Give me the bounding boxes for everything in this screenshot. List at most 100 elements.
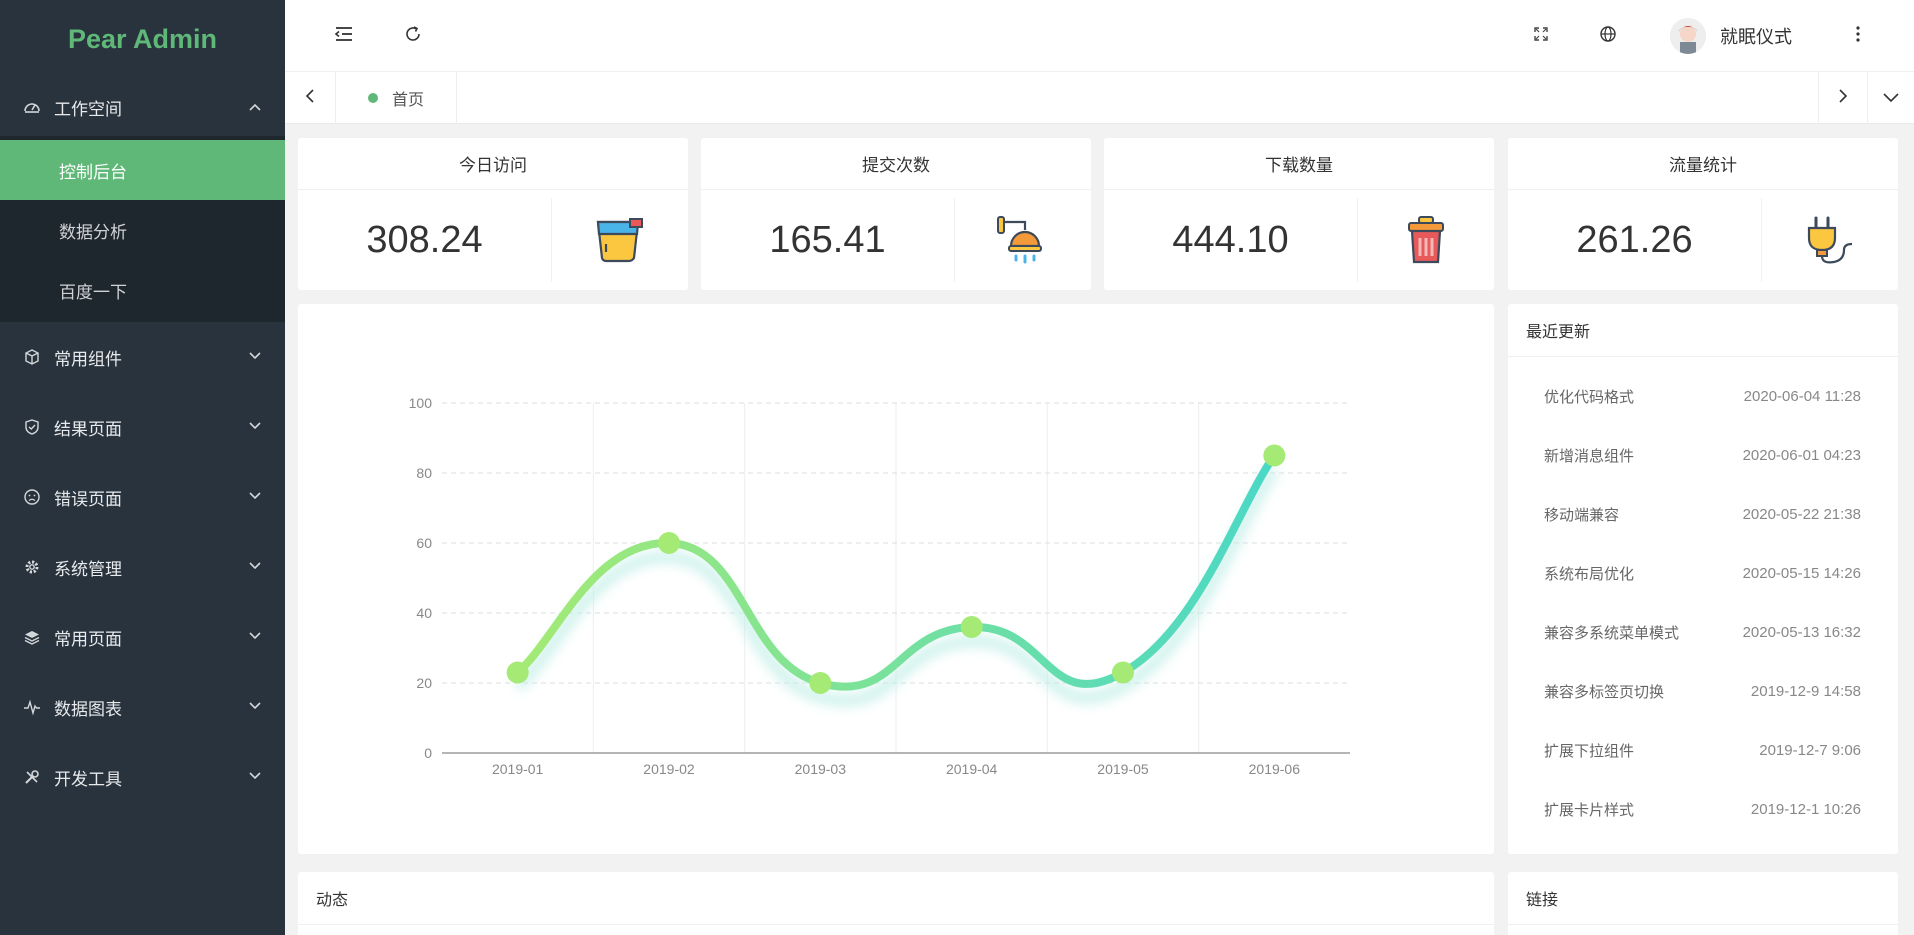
refresh-icon [404,25,422,47]
chevron-down-icon [247,627,263,648]
line-chart-card: 0 20 40 60 80 100 2019-01 2019-02 2019-03 2019-04… [298,304,1494,854]
user-menu[interactable]: 就眠仪式 [1670,14,1792,58]
tab-home[interactable]: 首页 [335,72,457,124]
chevron-down-icon [247,557,263,578]
top-header: 就眠仪式 [285,0,1914,72]
x-tick-label: 2019-04 [946,761,998,777]
app-logo[interactable]: Pear Admin [67,23,218,54]
data-point [809,672,832,694]
series-line-shadow [514,466,1279,706]
avatar [1670,18,1706,54]
update-row[interactable]: 扩展卡片样式 2019-12-1 10:26 [1508,780,1898,839]
menu-error-pages[interactable]: 错误页面 [0,462,285,532]
x-tick-label: 2019-05 [1097,761,1149,777]
stat-value: 444.10 [1104,198,1358,282]
fullscreen-button[interactable] [1525,20,1557,52]
recent-updates-title: 最近更新 [1508,304,1898,357]
refresh-button[interactable] [397,20,429,52]
update-text: 扩展卡片样式 [1544,801,1635,819]
menu-common-pages[interactable]: 常用页面 [0,602,285,672]
stat-value: 308.24 [298,198,552,282]
data-point [506,661,529,684]
update-text: 新增消息组件 [1544,447,1635,465]
y-tick-label: 80 [416,465,432,481]
stat-card-downloads: 下载数量 444.10 [1104,138,1494,290]
links-title: 链接 [1508,872,1898,925]
sidebar-item-analysis[interactable]: 数据分析 [59,222,127,243]
menu-system-management[interactable]: 系统管理 [0,532,285,602]
update-row[interactable]: 优化代码格式 2020-06-04 11:28 [1508,367,1898,426]
language-button[interactable] [1592,20,1624,52]
update-text: 系统布局优化 [1544,565,1635,583]
update-time: 2020-05-13 16:32 [1742,624,1861,641]
series-line [513,451,1279,691]
tab-options-button[interactable] [1868,72,1914,124]
stat-title: 下载数量 [1104,138,1494,190]
data-point [1112,661,1134,684]
update-row[interactable]: 兼容多系统菜单模式 2020-05-13 16:32 [1508,603,1898,662]
update-row[interactable]: 新增消息组件 2020-06-01 04:23 [1508,426,1898,485]
recent-updates-card: 最近更新 优化代码格式 2020-06-04 11:28 新增消息组件 2020-0… [1508,304,1898,854]
data-point [658,532,680,554]
update-row[interactable]: 兼容多标签页切换 2019-12-9 14:58 [1508,662,1898,721]
dynamic-card: 动态 [298,872,1494,935]
chevron-up-icon [247,99,263,115]
update-time: 2020-05-22 21:38 [1742,506,1861,523]
update-text: 移动端兼容 [1544,506,1620,524]
stat-title: 提交次数 [701,138,1091,190]
update-time: 2020-06-01 04:23 [1742,447,1861,464]
y-tick-label: 20 [416,675,432,691]
menu-workspace-label: 工作空间 [54,99,122,120]
sidebar: Pear Admin 工作空间 控制后台 数据分析 百度一下 常用组件 结果页面… [0,0,285,935]
update-text: 兼容多系统菜单模式 [1544,624,1680,642]
menu-result-pages[interactable]: 结果页面 [0,392,285,462]
stat-card-submissions: 提交次数 165.41 [701,138,1091,290]
menu-label: 常用组件 [54,349,122,370]
chevron-down-icon [247,417,263,438]
menu-label: 数据图表 [54,699,122,720]
update-time: 2020-05-15 14:26 [1742,565,1861,582]
sidebar-item-baidu[interactable]: 百度一下 [59,282,127,303]
layers-icon [22,627,42,647]
y-tick-label: 60 [416,535,432,551]
more-vertical-icon [1855,25,1861,47]
user-name: 就眠仪式 [1720,27,1792,48]
x-tick-label: 2019-01 [492,761,544,777]
stat-card-visits: 今日访问 308.24 [298,138,688,290]
y-tick-label: 0 [424,745,432,761]
menu-dev-tools[interactable]: 开发工具 [0,742,285,812]
menu-workspace[interactable]: 工作空间 [0,78,285,136]
stat-card-traffic: 流量统计 261.26 [1508,138,1898,290]
update-row[interactable]: 移动端兼容 2020-05-22 21:38 [1508,485,1898,544]
tab-scroll-left-button[interactable] [285,72,335,124]
shower-icon [955,190,1091,290]
menu-label: 常用页面 [54,629,122,650]
menu-label: 系统管理 [54,559,122,580]
y-tick-label: 40 [416,605,432,621]
stat-value: 165.41 [701,198,955,282]
stat-title: 流量统计 [1508,138,1898,190]
update-row[interactable]: 扩展下拉组件 2019-12-7 9:06 [1508,721,1898,780]
menu-data-charts[interactable]: 数据图表 [0,672,285,742]
update-time: 2019-12-7 9:06 [1759,742,1861,759]
menu-common-components[interactable]: 常用组件 [0,322,285,392]
tab-home-label: 首页 [391,90,424,109]
sidebar-item-console[interactable]: 控制后台 [0,140,285,200]
y-tick-label: 100 [409,395,433,411]
chevron-down-icon [247,697,263,718]
trash-can-icon [1358,190,1494,290]
links-card: 链接 [1508,872,1898,935]
tab-bar: 首页 [285,72,1914,124]
x-tick-label: 2019-03 [795,761,847,777]
tab-scroll-right-button[interactable] [1818,72,1868,124]
update-time: 2019-12-1 10:26 [1750,801,1861,818]
dashboard-icon [22,97,42,117]
dynamic-title: 动态 [298,872,1494,925]
gear-icon [22,557,42,577]
more-button[interactable] [1842,20,1874,52]
update-time: 2020-06-04 11:28 [1743,388,1861,405]
update-row[interactable]: 系统布局优化 2020-05-15 14:26 [1508,544,1898,603]
collapse-menu-button[interactable] [328,20,360,52]
x-tick-label: 2019-06 [1249,761,1301,777]
chevron-right-icon [1836,88,1850,108]
